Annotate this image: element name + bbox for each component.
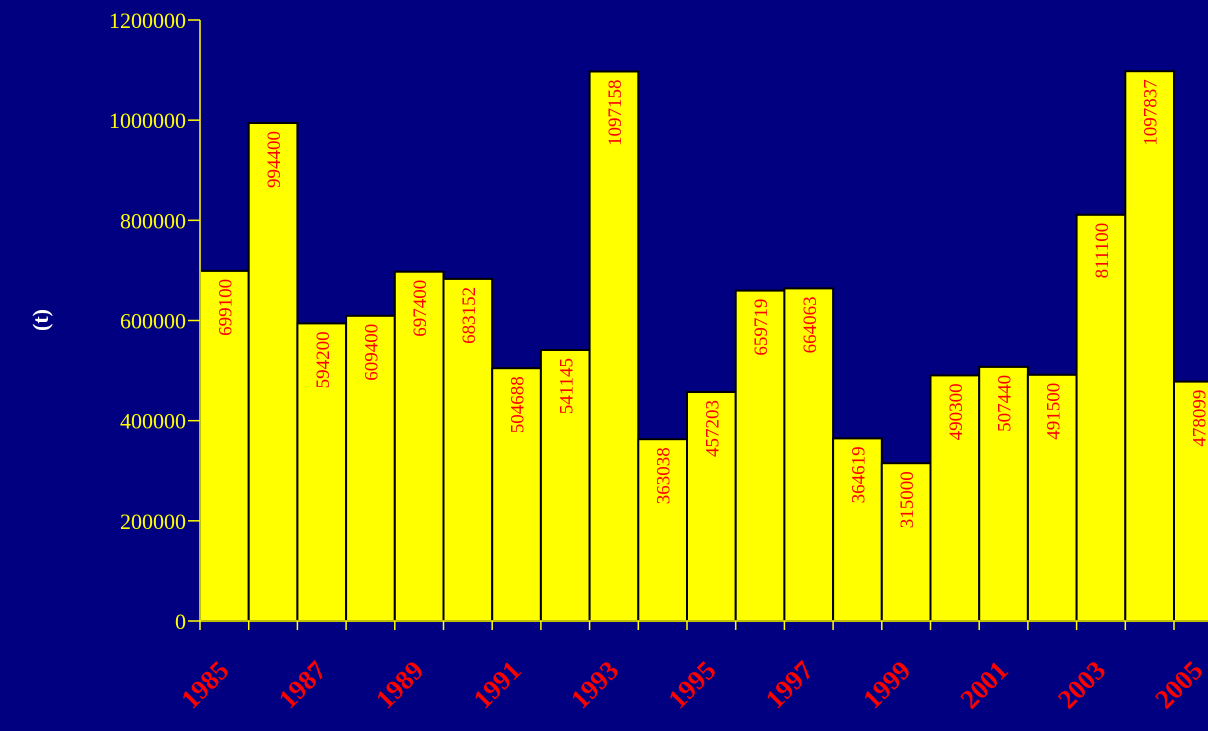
data-label: 504688 xyxy=(508,376,529,433)
y-tick-label: 400000 xyxy=(120,409,186,434)
y-tick-label: 1000000 xyxy=(109,108,186,133)
y-tick-label: 0 xyxy=(175,609,186,634)
x-tick-label: 1997 xyxy=(760,655,819,714)
y-axis-label: (t) xyxy=(28,309,53,331)
x-tick-label: 1993 xyxy=(565,655,624,714)
x-tick-label: 1989 xyxy=(370,655,429,714)
bar-2005 xyxy=(1173,380,1208,622)
x-tick-label: 1987 xyxy=(273,655,332,714)
x-tick-label: 2001 xyxy=(954,655,1013,714)
bar-2004 xyxy=(1124,70,1176,622)
data-label: 1097158 xyxy=(605,80,626,147)
data-label: 664063 xyxy=(800,296,821,353)
x-tick-label: 1995 xyxy=(662,655,721,714)
data-label: 315000 xyxy=(897,471,918,528)
y-tick-labels: 0 200000 400000 600000 800000 1000000 1200000 xyxy=(109,8,186,634)
bar-1985 xyxy=(199,269,250,622)
data-label: 457203 xyxy=(702,400,723,457)
data-label: 1097837 xyxy=(1141,79,1162,146)
data-label: 363038 xyxy=(654,447,675,504)
y-tick-label: 200000 xyxy=(120,509,186,534)
data-label: 659719 xyxy=(751,299,772,356)
data-label: 491500 xyxy=(1043,383,1064,440)
bar-2003 xyxy=(1075,213,1127,623)
x-tick-label: 1991 xyxy=(467,655,526,714)
x-tick-label: 2005 xyxy=(1149,655,1208,714)
x-tick-label: 1999 xyxy=(857,655,916,714)
data-label: 683152 xyxy=(459,287,480,344)
bar-1998 xyxy=(832,437,883,622)
bar-1987 xyxy=(296,322,348,622)
data-label: 541145 xyxy=(556,358,577,414)
y-tick-label: 800000 xyxy=(120,208,186,233)
bar-2002 xyxy=(1026,373,1078,622)
data-label: 994400 xyxy=(264,131,285,188)
bar-1986 xyxy=(247,122,299,622)
y-tick-label: 1200000 xyxy=(109,8,186,33)
data-label: 594200 xyxy=(313,331,334,388)
bars-group xyxy=(199,70,1208,623)
x-tick-label: 1985 xyxy=(175,655,234,714)
bar-1991 xyxy=(491,367,542,623)
data-label: 699100 xyxy=(215,279,236,336)
data-label: 364619 xyxy=(849,446,870,503)
data-label: 609400 xyxy=(362,324,383,381)
bar-1994 xyxy=(637,438,688,623)
data-label: 507440 xyxy=(995,375,1016,432)
data-label: 478099 xyxy=(1189,390,1208,447)
y-tick-label: 600000 xyxy=(120,309,186,334)
bar-1996 xyxy=(734,289,786,622)
x-tick-label: 2003 xyxy=(1052,655,1111,714)
data-label: 490300 xyxy=(946,383,967,440)
bar-1993 xyxy=(588,70,640,622)
bar-2000 xyxy=(929,374,981,622)
x-tick-labels: 1985 1987 1989 1991 1993 1995 1997 1999 2001 2003… xyxy=(175,655,1208,714)
data-labels: 699100 994400 594200 609400 697400 683152 5046… xyxy=(215,79,1208,528)
axes-group xyxy=(188,19,1208,630)
data-label: 697400 xyxy=(410,280,431,337)
data-label: 811100 xyxy=(1092,223,1113,279)
